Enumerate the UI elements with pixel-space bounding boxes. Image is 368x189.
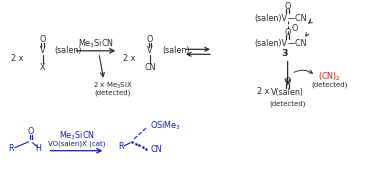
Text: VO(salen)X (cat): VO(salen)X (cat) (48, 141, 105, 147)
Text: R: R (9, 144, 14, 153)
Text: O: O (147, 35, 153, 44)
Text: 2 x: 2 x (123, 54, 135, 63)
Text: O: O (39, 35, 46, 44)
Text: O: O (27, 127, 34, 136)
Text: 2 x: 2 x (11, 54, 23, 63)
Text: CN: CN (150, 145, 162, 154)
Text: (detected): (detected) (311, 81, 348, 88)
Text: V: V (147, 46, 153, 55)
Text: (detected): (detected) (269, 101, 306, 108)
Text: Me$_3$SiCN: Me$_3$SiCN (59, 130, 94, 142)
Text: O: O (284, 28, 291, 36)
Text: V: V (40, 46, 45, 55)
Text: H: H (36, 144, 42, 153)
Text: (detected): (detected) (95, 89, 131, 96)
Text: 3: 3 (282, 49, 288, 58)
Text: —CN: —CN (288, 14, 307, 23)
Text: V(salen): V(salen) (271, 88, 304, 97)
Text: O: O (284, 2, 291, 11)
Text: (salen)V: (salen)V (255, 14, 288, 23)
Text: O: O (291, 24, 298, 33)
Text: —CN: —CN (288, 39, 307, 48)
Text: 2 x: 2 x (257, 87, 270, 96)
Text: (salen): (salen) (54, 46, 82, 55)
Text: 2 x Me$_3$SiX: 2 x Me$_3$SiX (93, 80, 132, 91)
Text: (salen)V: (salen)V (255, 39, 288, 48)
Text: CN: CN (144, 63, 156, 72)
Text: R: R (118, 142, 124, 151)
Text: O: O (284, 77, 291, 86)
Text: Me$_3$SiCN: Me$_3$SiCN (78, 38, 114, 50)
Text: (salen): (salen) (162, 46, 190, 55)
Text: OSiMe$_3$: OSiMe$_3$ (150, 120, 181, 132)
Text: (CN)$_2$: (CN)$_2$ (318, 70, 341, 83)
Text: X: X (40, 63, 45, 72)
